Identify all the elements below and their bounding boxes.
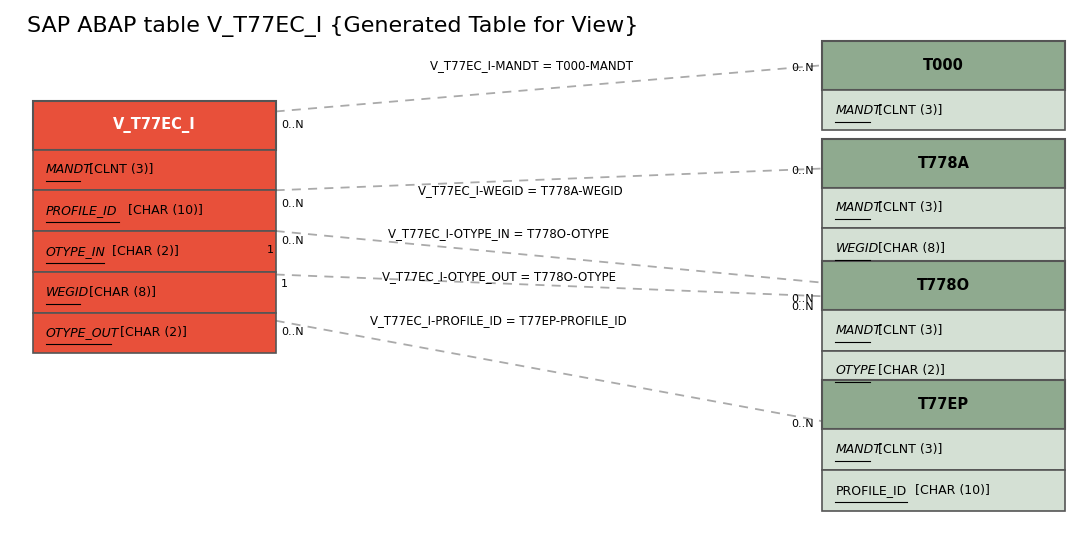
Text: MANDT: MANDT: [836, 324, 881, 337]
Text: OTYPE_OUT: OTYPE_OUT: [46, 327, 119, 339]
Text: [CHAR (2)]: [CHAR (2)]: [874, 365, 945, 378]
Text: 1: 1: [267, 245, 274, 255]
Text: 0..N: 0..N: [791, 63, 814, 73]
Bar: [823, 470, 1066, 511]
Text: MANDT: MANDT: [836, 104, 881, 116]
Bar: [33, 191, 275, 231]
Bar: [823, 41, 1066, 89]
Text: V_T77EC_I-PROFILE_ID = T77EP-PROFILE_ID: V_T77EC_I-PROFILE_ID = T77EP-PROFILE_ID: [371, 314, 628, 327]
Text: T778A: T778A: [918, 155, 970, 171]
Text: 0..N: 0..N: [281, 236, 304, 246]
Text: V_T77EC_I-OTYPE_IN = T778O-OTYPE: V_T77EC_I-OTYPE_IN = T778O-OTYPE: [388, 227, 609, 240]
Text: T77EP: T77EP: [918, 397, 969, 412]
Text: 0..N: 0..N: [791, 166, 814, 176]
Text: 0..N: 0..N: [791, 302, 814, 312]
Text: [CLNT (3)]: [CLNT (3)]: [874, 201, 942, 215]
Text: [CHAR (2)]: [CHAR (2)]: [108, 245, 179, 258]
Text: [CHAR (10)]: [CHAR (10)]: [911, 484, 990, 497]
Text: T778O: T778O: [917, 278, 970, 293]
Text: V_T77EC_I-MANDT = T000-MANDT: V_T77EC_I-MANDT = T000-MANDT: [429, 59, 633, 72]
Bar: [33, 272, 275, 312]
Bar: [33, 312, 275, 354]
Bar: [823, 228, 1066, 269]
Text: V_T77EC_I-WEGID = T778A-WEGID: V_T77EC_I-WEGID = T778A-WEGID: [418, 184, 623, 197]
Bar: [823, 351, 1066, 391]
Text: MANDT: MANDT: [46, 164, 92, 176]
Text: V_T77EC_I-OTYPE_OUT = T778O-OTYPE: V_T77EC_I-OTYPE_OUT = T778O-OTYPE: [382, 270, 616, 283]
Text: WEGID: WEGID: [46, 285, 89, 299]
Text: MANDT: MANDT: [836, 201, 881, 215]
Bar: [33, 149, 275, 191]
Text: OTYPE_IN: OTYPE_IN: [46, 245, 106, 258]
Text: SAP ABAP table V_T77EC_I {Generated Table for View}: SAP ABAP table V_T77EC_I {Generated Tabl…: [26, 16, 637, 37]
Text: 0..N: 0..N: [281, 327, 304, 337]
Text: [CHAR (8)]: [CHAR (8)]: [874, 242, 945, 255]
Text: T000: T000: [924, 58, 964, 73]
Bar: [823, 261, 1066, 310]
Text: [CHAR (2)]: [CHAR (2)]: [116, 327, 186, 339]
Text: PROFILE_ID: PROFILE_ID: [836, 484, 906, 497]
Text: 0..N: 0..N: [791, 294, 814, 304]
Text: [CLNT (3)]: [CLNT (3)]: [874, 324, 942, 337]
Text: WEGID: WEGID: [836, 242, 879, 255]
Text: V_T77EC_I: V_T77EC_I: [113, 117, 196, 133]
Text: 1: 1: [281, 279, 288, 289]
Text: [CLNT (3)]: [CLNT (3)]: [85, 164, 153, 176]
Text: 0..N: 0..N: [791, 419, 814, 429]
Bar: [823, 310, 1066, 351]
Bar: [823, 89, 1066, 131]
Text: [CHAR (10)]: [CHAR (10)]: [124, 204, 203, 217]
Text: [CHAR (8)]: [CHAR (8)]: [85, 285, 156, 299]
Text: PROFILE_ID: PROFILE_ID: [46, 204, 117, 217]
Bar: [33, 231, 275, 272]
Bar: [823, 188, 1066, 228]
Text: 0..N: 0..N: [281, 120, 304, 130]
Text: MANDT: MANDT: [836, 443, 881, 456]
Text: [CLNT (3)]: [CLNT (3)]: [874, 104, 942, 116]
Bar: [823, 380, 1066, 429]
Text: 0..N: 0..N: [281, 199, 304, 209]
Bar: [823, 429, 1066, 470]
Bar: [33, 100, 275, 149]
Bar: [823, 139, 1066, 188]
Text: [CLNT (3)]: [CLNT (3)]: [874, 443, 942, 456]
Text: OTYPE: OTYPE: [836, 365, 876, 378]
